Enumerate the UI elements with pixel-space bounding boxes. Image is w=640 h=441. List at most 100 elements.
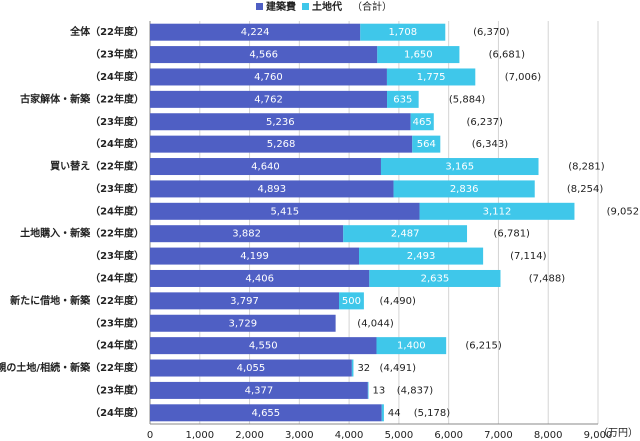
bar-segment: [351, 359, 354, 377]
x-tick-label: 5,000: [385, 430, 414, 441]
total-label: (5,884): [449, 94, 486, 105]
legend-swatch: [256, 3, 263, 10]
bar-segment: [376, 337, 447, 355]
value-label: 4,377: [245, 385, 274, 396]
value-label: 4,893: [257, 184, 286, 195]
bar-segment: [386, 68, 476, 86]
value-label: 1,650: [404, 50, 433, 61]
x-tick-label: 6,000: [434, 430, 463, 441]
bar-segment: [150, 381, 368, 399]
value-label: 465: [413, 117, 432, 128]
total-label: (7,488): [529, 273, 566, 284]
bar-segment: [150, 90, 388, 108]
bar-segment: [381, 404, 384, 422]
bar-segment: [412, 135, 441, 153]
total-label: (9,052): [607, 206, 640, 217]
bar-segment: [150, 247, 360, 265]
value-label: 3,797: [230, 296, 259, 307]
total-label: (4,044): [357, 318, 394, 329]
bar-segment: [150, 202, 420, 220]
total-label: (4,491): [380, 363, 417, 374]
y-tick-label: （24年度）: [90, 339, 144, 352]
bar-segment: [380, 158, 539, 176]
value-label: 4,224: [241, 27, 270, 38]
bar-segment: [367, 381, 369, 399]
total-label: (5,178): [414, 408, 451, 419]
bar-segment: [360, 23, 446, 41]
bar-segment: [150, 68, 387, 86]
total-label: (6,343): [472, 139, 509, 150]
bar-segment: [410, 113, 434, 131]
bar-segment: [339, 292, 364, 310]
y-tick-label: （24年度）: [90, 204, 144, 217]
bar-segment: [150, 292, 340, 310]
bar-segment: [150, 113, 411, 131]
value-label: 4,566: [249, 50, 278, 61]
x-tick-label: 9,000: [584, 430, 613, 441]
y-tick-label: （23年度）: [90, 249, 144, 262]
value-label: 3,165: [445, 162, 474, 173]
value-label: 2,836: [450, 184, 479, 195]
value-label: 4,655: [252, 408, 281, 419]
value-label: 5,236: [266, 117, 295, 128]
legend-label: 建築費: [265, 0, 296, 13]
total-label: (7,006): [505, 72, 542, 83]
bar-segment: [369, 269, 501, 287]
value-label: 2,487: [391, 229, 420, 240]
x-tick-label: 2,000: [235, 430, 264, 441]
x-tick-label: 7,000: [484, 430, 513, 441]
total-label: (8,281): [568, 162, 605, 173]
y-tick-label: 土地購入・新築（22年度）: [20, 227, 144, 240]
value-label: 500: [342, 296, 361, 307]
value-label: 5,268: [267, 139, 296, 150]
y-tick-label: （24年度）: [90, 271, 144, 284]
y-tick-label: （23年度）: [90, 48, 144, 61]
y-tick-label: （24年度）: [90, 70, 144, 83]
bar-segment: [150, 158, 381, 176]
value-label: 1,400: [397, 341, 426, 352]
total-label: (4,837): [397, 385, 434, 396]
y-tick-label: （24年度）: [90, 137, 144, 150]
value-label: 1,775: [417, 72, 446, 83]
total-label: (6,237): [466, 117, 503, 128]
bar-segment: [343, 225, 468, 243]
total-label: (4,490): [380, 296, 417, 307]
legend-swatch: [302, 3, 309, 10]
x-tick-label: 1,000: [185, 430, 214, 441]
bar-segment: [393, 180, 535, 198]
y-tick-label: （23年度）: [90, 383, 144, 396]
bar-segment: [150, 180, 394, 198]
bar-segment: [419, 202, 575, 220]
total-label: (6,781): [494, 229, 531, 240]
value-label: 4,640: [251, 162, 280, 173]
value-label: 2,635: [421, 273, 450, 284]
y-tick-label: （23年度）: [90, 316, 144, 329]
x-tick-label: 3,000: [285, 430, 314, 441]
total-label: (6,215): [465, 341, 502, 352]
bar-segment: [150, 46, 378, 64]
total-label: (6,681): [489, 50, 526, 61]
x-axis-label: （万円）: [598, 427, 638, 439]
bar-segment: [150, 135, 413, 153]
value-label: 3,882: [232, 229, 261, 240]
bar-segment: [387, 90, 419, 108]
value-label: 44: [388, 408, 401, 419]
y-tick-label: （23年度）: [90, 115, 144, 128]
y-tick-label: 古家解体・新築（22年度）: [20, 92, 144, 105]
legend-label: （合計）: [352, 0, 392, 13]
value-label: 3,729: [228, 318, 257, 329]
y-tick-label: 全体（22年度）: [69, 25, 144, 38]
bar-segment: [150, 404, 382, 422]
y-tick-label: 新たに借地・新築（22年度）: [10, 294, 144, 307]
total-label: (6,370): [473, 27, 510, 38]
value-label: 2,493: [407, 251, 436, 262]
bar-segment: [150, 269, 370, 287]
bar-segment: [150, 337, 377, 355]
x-tick-label: 4,000: [335, 430, 364, 441]
value-label: 1,708: [388, 27, 417, 38]
value-label: 4,762: [254, 94, 283, 105]
bar-segment: [150, 314, 336, 332]
value-label: 4,406: [245, 273, 274, 284]
value-label: 3,112: [483, 206, 512, 217]
